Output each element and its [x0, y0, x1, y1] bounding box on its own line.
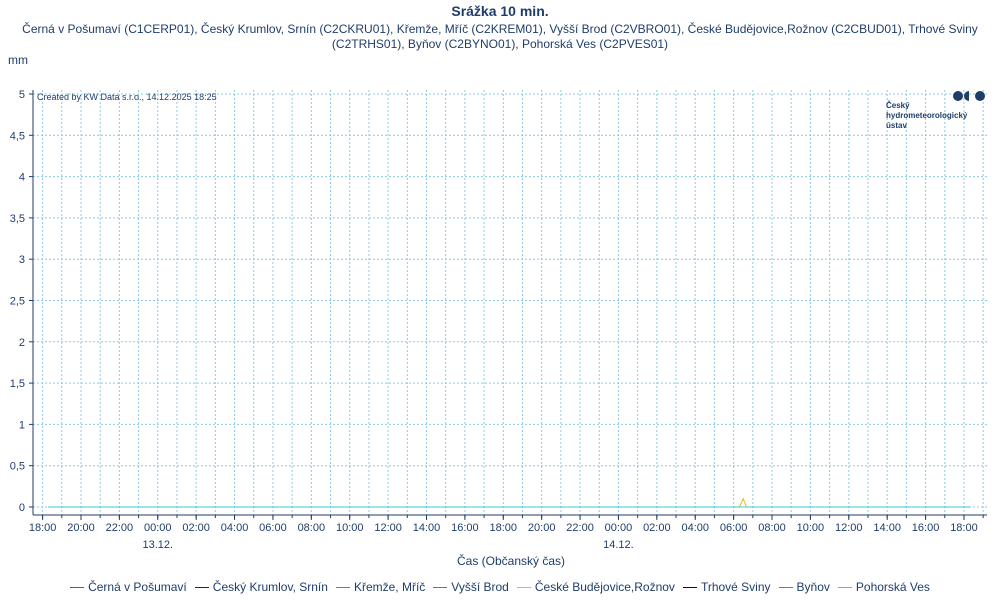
- logo-line-2: hydrometeorologický: [886, 111, 968, 120]
- y-tick-label: 2: [19, 337, 25, 349]
- y-tick-label: 1: [19, 419, 25, 431]
- legend-swatch: [682, 586, 697, 588]
- x-tick-label: 18:00: [29, 522, 57, 534]
- legend-item: Trhové Sviny: [682, 580, 771, 594]
- x-tick-label: 10:00: [336, 522, 364, 534]
- x-tick-label: 02:00: [182, 522, 210, 534]
- legend-item: Pohorská Ves: [837, 580, 930, 594]
- y-tick-label: 0,5: [10, 461, 25, 473]
- legend-swatch: [778, 586, 793, 588]
- legend-item: Byňov: [778, 580, 830, 594]
- y-tick-label: 4: [19, 172, 25, 184]
- x-tick-label: 02:00: [643, 522, 671, 534]
- x-tick-label: 20:00: [67, 522, 95, 534]
- legend-label: Černá v Pošumaví: [88, 580, 187, 594]
- legend-label: Trhové Sviny: [700, 580, 771, 594]
- axes: [32, 90, 987, 516]
- y-tick-label: 3,5: [10, 213, 25, 225]
- x-tick-label: 22:00: [106, 522, 134, 534]
- legend-swatch: [837, 586, 852, 588]
- legend-label: Křemže, Mříč: [353, 580, 426, 594]
- x-tick-label: 00:00: [605, 522, 633, 534]
- legend-item: České Budějovice,Rožnov: [516, 580, 675, 594]
- legend-label: Český Krumlov, Srnín: [212, 580, 328, 594]
- y-axis-unit: mm: [8, 53, 28, 67]
- chart-subtitle: Černá v Pošumaví (C1CERP01), Český Kruml…: [22, 22, 978, 51]
- legend-item: Černá v Pošumaví: [70, 580, 187, 594]
- grid: [33, 90, 987, 515]
- x-tick-label: 00:00: [144, 522, 172, 534]
- series-lines: [48, 497, 970, 508]
- x-tick-label: 04:00: [681, 522, 709, 534]
- legend-label: České Budějovice,Rožnov: [534, 580, 675, 594]
- legend-swatch: [194, 586, 209, 588]
- x-tick-label: 18:00: [490, 522, 518, 534]
- x-tick-label: 20:00: [528, 522, 556, 534]
- series-line: [48, 497, 970, 508]
- y-tick-label: 3: [19, 254, 25, 266]
- chart-title: Srážka 10 min.: [451, 3, 549, 19]
- y-tick-label: 4,5: [10, 130, 25, 142]
- credit-text: Created by KW Data s.r.o., 14.12.2025 18…: [37, 92, 217, 102]
- x-tick-label: 08:00: [298, 522, 326, 534]
- date-label: 13.12.: [142, 539, 173, 551]
- y-tick-label: 0: [19, 502, 25, 514]
- legend-label: Pohorská Ves: [855, 580, 930, 594]
- legend-swatch: [516, 586, 531, 588]
- x-tick-label: 18:00: [950, 522, 978, 534]
- y-tick-label: 5: [19, 89, 25, 101]
- legend-label: Byňov: [796, 580, 830, 594]
- logo-dot-2: [975, 91, 985, 101]
- legend-swatch: [433, 586, 448, 588]
- legend-swatch: [70, 586, 85, 588]
- x-tick-label: 04:00: [221, 522, 249, 534]
- legend-label: Vyšší Brod: [451, 580, 509, 594]
- x-tick-label: 06:00: [720, 522, 748, 534]
- legend-item: Vyšší Brod: [433, 580, 509, 594]
- x-tick-label: 16:00: [912, 522, 940, 534]
- legend-swatch: [335, 586, 350, 588]
- logo-line-3: ústav: [886, 121, 907, 130]
- x-tick-label: 16:00: [451, 522, 479, 534]
- logo-half-dot: [964, 91, 969, 101]
- date-label: 14.12.: [603, 539, 634, 551]
- y-tick-label: 2,5: [10, 296, 25, 308]
- legend-item: Český Krumlov, Srnín: [194, 580, 328, 594]
- x-tick-label: 14:00: [413, 522, 441, 534]
- x-axis-label: Čas (Občanský čas): [457, 553, 565, 568]
- legend: Černá v Pošumaví Český Krumlov, Srnín Křem…: [0, 580, 1000, 594]
- x-tick-label: 08:00: [758, 522, 786, 534]
- chmi-logo: Český hydrometeorologický ústav: [886, 91, 985, 130]
- logo-dot-1: [953, 91, 963, 101]
- x-tick-label: 12:00: [835, 522, 863, 534]
- logo-line-1: Český: [886, 101, 910, 110]
- x-ticks: 18:00 20:00 22:00 00:00 02:00 04:00 06:00 08:00…: [29, 515, 984, 551]
- x-tick-label: 06:00: [259, 522, 287, 534]
- y-ticks: 0 0,5 1 1,5 2 2,5 3 3,5 4 4,5 5: [10, 89, 33, 514]
- x-tick-label: 12:00: [374, 522, 402, 534]
- x-tick-label: 22:00: [566, 522, 594, 534]
- y-tick-label: 1,5: [10, 378, 25, 390]
- x-tick-label: 10:00: [797, 522, 825, 534]
- x-tick-label: 14:00: [873, 522, 901, 534]
- legend-item: Křemže, Mříč: [335, 580, 426, 594]
